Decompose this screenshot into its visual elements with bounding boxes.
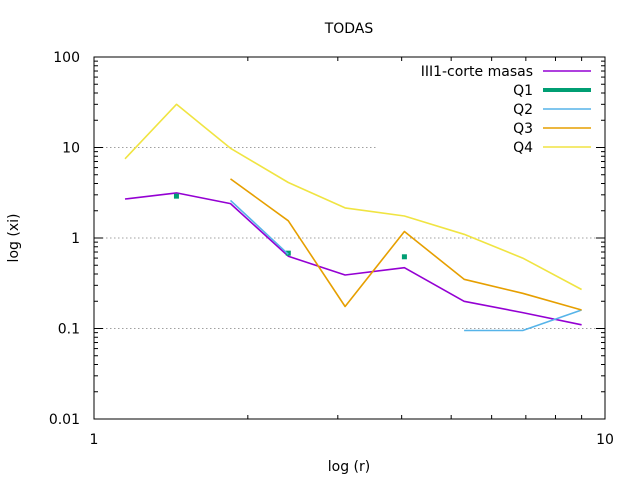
grid-lines [94, 147, 605, 329]
x-tick-label: 1 [90, 432, 99, 448]
legend: III1-corte masas Q1 Q2 Q3 Q4 [421, 64, 591, 156]
legend-label: Q4 [513, 140, 533, 156]
chart-title: TODAS [324, 21, 374, 37]
series-q2-line [229, 199, 289, 255]
y-axis-label: log (xi) [6, 214, 22, 263]
legend-label: Q3 [513, 121, 533, 137]
series-q1-point [401, 254, 407, 260]
axis-ticks: 0.01 0.1 1 10 100 1 10 [49, 50, 614, 448]
x-axis-label: log (r) [328, 459, 370, 475]
legend-label: Q2 [513, 102, 533, 118]
plot-frame [93, 56, 606, 420]
series-q1-point [285, 250, 291, 256]
y-tick-label: 0.01 [49, 412, 80, 428]
legend-label: Q1 [513, 83, 533, 99]
series-q2-line [464, 309, 582, 332]
y-tick-label: 100 [53, 50, 80, 66]
series-q4-line [124, 103, 582, 291]
y-tick-label: 0.1 [58, 322, 80, 338]
plot-series [124, 103, 582, 332]
x-tick-label: 10 [596, 432, 614, 448]
legend-label: III1-corte masas [421, 64, 533, 80]
y-tick-label: 1 [71, 231, 80, 247]
series-q1-point [173, 193, 179, 199]
y-tick-label: 10 [62, 141, 80, 157]
series-q3-line [230, 178, 582, 311]
series-iii1-corte-masas-line [124, 192, 582, 326]
